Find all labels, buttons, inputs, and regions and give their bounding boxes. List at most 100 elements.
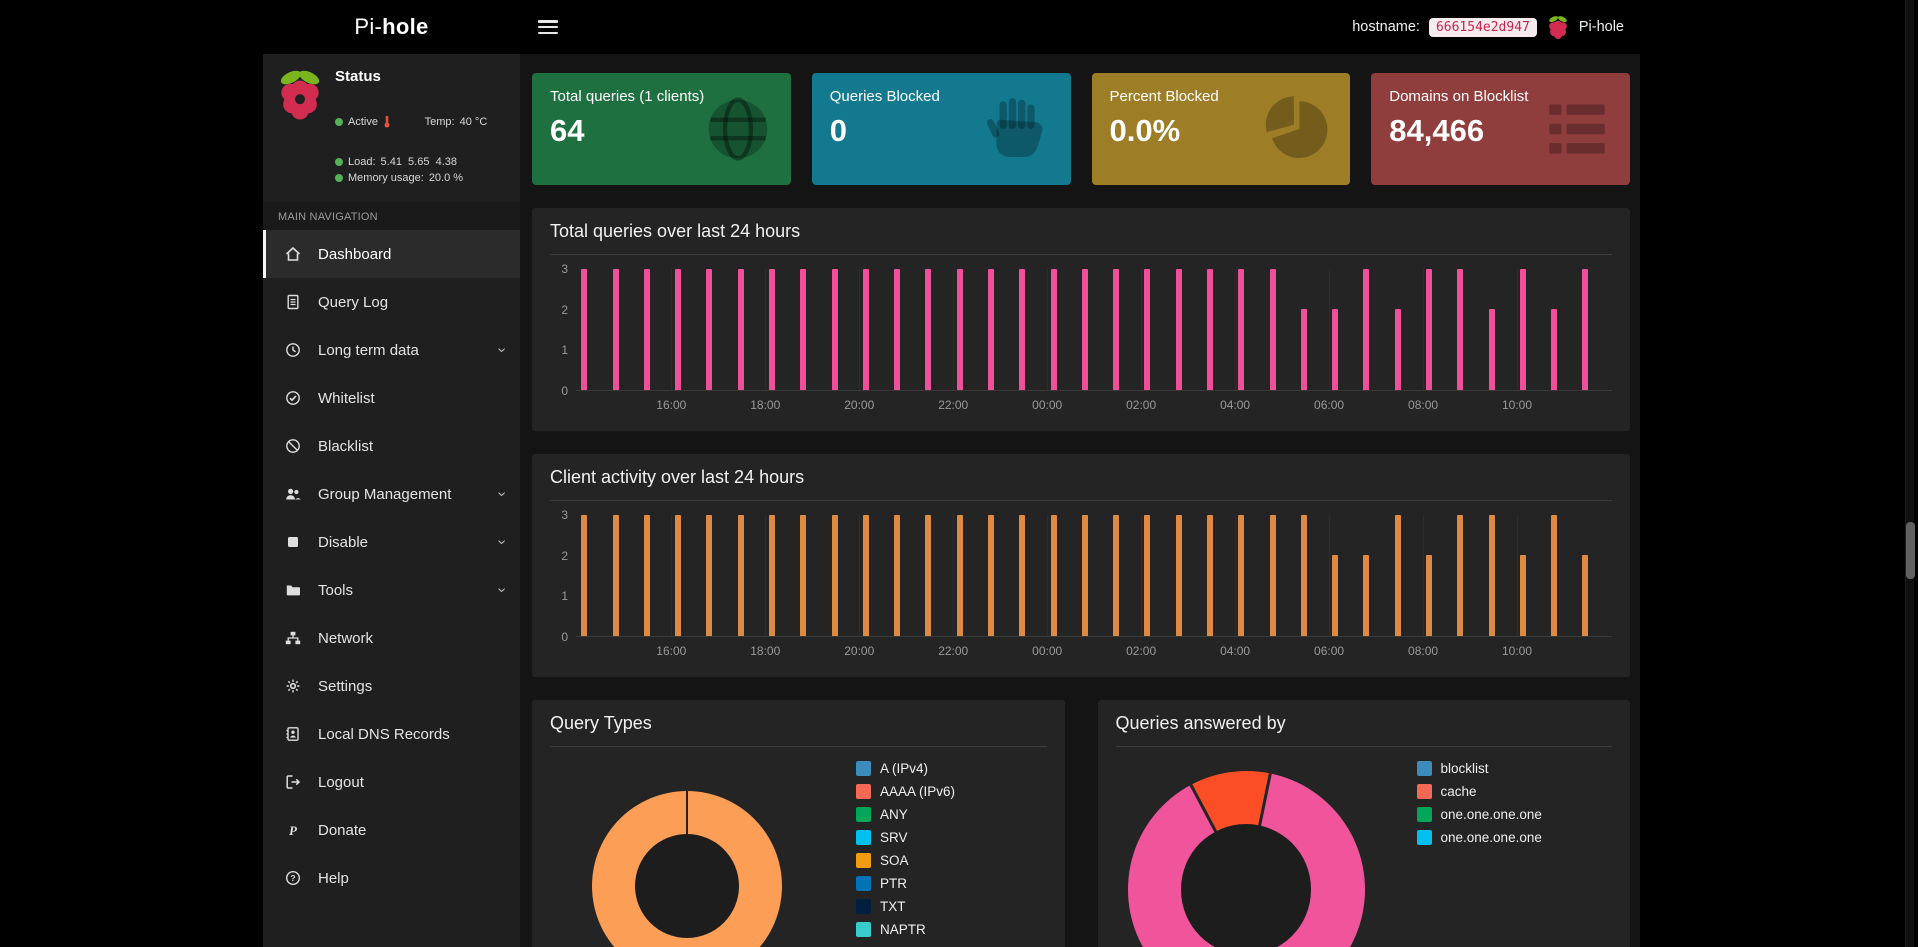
legend-color-swatch — [856, 830, 871, 845]
sidebar-item-blacklist[interactable]: Blacklist — [263, 422, 520, 470]
sidebar-item-group-management[interactable]: Group Management › — [263, 470, 520, 518]
legend-color-swatch — [856, 876, 871, 891]
sidebar-item-network[interactable]: Network — [263, 614, 520, 662]
hostname-label: hostname: — [1352, 19, 1420, 35]
sidebar-item-help[interactable]: ? Help — [263, 854, 520, 902]
status-ok-icon — [335, 174, 343, 182]
chart-bar — [1394, 515, 1401, 636]
chart-bar — [862, 269, 869, 390]
legend-item-ptr[interactable]: PTR — [856, 876, 955, 891]
address-book-icon — [285, 726, 307, 742]
x-tick-label: 20:00 — [844, 398, 875, 412]
chart-bar — [1019, 515, 1026, 636]
legend-label: one.one.one.one — [1440, 830, 1542, 845]
panel-title-queries-answered: Queries answered by — [1115, 713, 1612, 747]
chart-bar — [988, 515, 995, 636]
chart-bar — [1519, 555, 1526, 636]
legend-item-txt[interactable]: TXT — [856, 899, 955, 914]
chart-bar — [612, 515, 619, 636]
x-tick-label: 16:00 — [656, 398, 687, 412]
chart-bar — [1519, 269, 1526, 390]
chart-bar — [581, 515, 588, 636]
hostname-value-badge: 666154e2d947 — [1428, 17, 1537, 37]
legend-item-cache[interactable]: cache — [1416, 784, 1542, 799]
chart-bar — [1238, 269, 1245, 390]
chart-bar — [862, 515, 869, 636]
x-tick-label: 06:00 — [1314, 398, 1345, 412]
sidebar-item-donate[interactable]: P Donate — [263, 806, 520, 854]
sidebar-item-label: Long term data — [318, 341, 419, 359]
legend-label: AAAA (IPv6) — [880, 784, 956, 799]
chart-bar — [1426, 269, 1433, 390]
legend-label: PTR — [880, 876, 907, 891]
x-tick-label: 16:00 — [656, 644, 687, 658]
sidebar-item-local-dns-records[interactable]: Local DNS Records — [263, 710, 520, 758]
status-text: Status Active Temp: 40 °C Load: 5.41 5.6… — [335, 67, 487, 188]
legend-item-one-one-one-one[interactable]: one.one.one.one — [1416, 830, 1542, 845]
sidebar-item-settings[interactable]: Settings — [263, 662, 520, 710]
sidebar-item-tools[interactable]: Tools › — [263, 566, 520, 614]
legend-label: A (IPv4) — [880, 761, 929, 776]
sidebar-toggle-button[interactable] — [538, 20, 558, 34]
x-tick-label: 00:00 — [1032, 644, 1063, 658]
summary-card-domains-on-blocklist: Domains on Blocklist 84,466 — [1371, 73, 1630, 185]
sidebar-item-dashboard[interactable]: Dashboard — [263, 230, 520, 278]
chart-bar — [1300, 309, 1307, 390]
x-tick-label: 06:00 — [1314, 644, 1345, 658]
legend-label: SRV — [880, 830, 908, 845]
hand-icon — [981, 92, 1055, 166]
chart-bar — [831, 515, 838, 636]
list-icon — [1540, 92, 1614, 166]
chart-bar — [581, 269, 588, 390]
chart-bar — [643, 515, 650, 636]
status-ok-icon — [335, 158, 343, 166]
legend-item-aaaa-ipv6[interactable]: AAAA (IPv6) — [856, 784, 955, 799]
sidebar-item-label: Group Management — [318, 485, 452, 503]
home-icon — [285, 246, 307, 262]
y-tick-label: 2 — [561, 548, 568, 563]
sidebar-item-logout[interactable]: Logout — [263, 758, 520, 806]
summary-card-queries-blocked: Queries Blocked 0 — [811, 73, 1071, 185]
legend-item-any[interactable]: ANY — [856, 807, 955, 822]
chart-bar — [737, 269, 744, 390]
legend-item-blocklist[interactable]: blocklist — [1416, 761, 1542, 776]
gears-icon — [285, 678, 307, 694]
legend-color-swatch — [856, 761, 871, 776]
sidebar-item-whitelist[interactable]: Whitelist — [263, 374, 520, 422]
legend-color-swatch — [856, 853, 871, 868]
sidebar-item-label: Blacklist — [318, 437, 374, 455]
chart-bar — [831, 269, 838, 390]
sidebar-item-label: Local DNS Records — [318, 725, 450, 743]
legend-item-soa[interactable]: SOA — [856, 853, 955, 868]
chevron-down-icon: › — [493, 539, 511, 545]
chart-bar — [1175, 269, 1182, 390]
scrollbar-thumb[interactable] — [1906, 522, 1915, 579]
chart-bar — [1551, 309, 1558, 390]
chart-bar — [1144, 515, 1151, 636]
chart-bar — [1457, 515, 1464, 636]
chart-bar — [1363, 555, 1370, 636]
card-value: 84,466 — [1389, 113, 1485, 148]
page-scrollbar[interactable] — [1905, 0, 1915, 947]
legend-label: ANY — [880, 807, 908, 822]
chart-bar — [1332, 555, 1339, 636]
check-circle-icon — [285, 390, 307, 406]
panel-queries-answered: Queries answered by blocklist cache one.on… — [1097, 700, 1630, 947]
chart-bar — [1363, 269, 1370, 390]
legend-item-one-one-one-one[interactable]: one.one.one.one — [1416, 807, 1542, 822]
network-icon — [285, 630, 307, 646]
ban-icon — [285, 438, 307, 454]
sidebar-item-long-term-data[interactable]: Long term data › — [263, 326, 520, 374]
summary-cards-row: Total queries (1 clients) 64 Queries Block… — [532, 73, 1630, 185]
brand-logo[interactable]: Pi-hole — [263, 0, 520, 54]
sidebar-item-disable[interactable]: Disable › — [263, 518, 520, 566]
x-tick-label: 02:00 — [1126, 398, 1157, 412]
memory-value: 20.0 % — [428, 172, 464, 184]
sidebar-item-query-log[interactable]: Query Log — [263, 278, 520, 326]
bottom-row: Query Types A (IPv4) AAAA (IPv6) ANY SRV SOA… — [532, 700, 1630, 947]
queries-answered-donut — [1127, 771, 1365, 947]
legend-item-a-ipv4[interactable]: A (IPv4) — [856, 761, 955, 776]
legend-item-naptr[interactable]: NAPTR — [856, 922, 955, 937]
legend-item-srv[interactable]: SRV — [856, 830, 955, 845]
sidebar-menu: Dashboard Query Log Long term data › Whiteli… — [263, 230, 520, 902]
